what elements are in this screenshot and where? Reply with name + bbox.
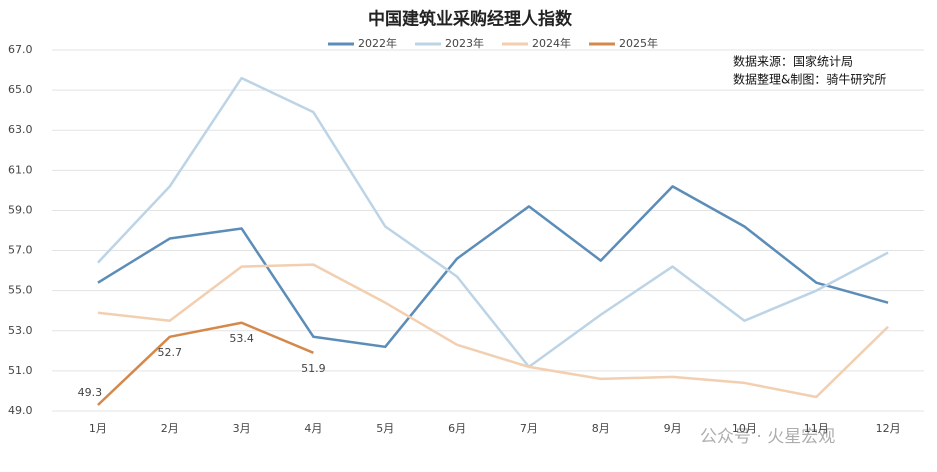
x-tick-label: 7月 — [520, 422, 538, 435]
legend-label: 2024年 — [532, 36, 571, 50]
y-tick-label: 55.0 — [8, 284, 33, 297]
x-tick-label: 10月 — [732, 422, 757, 435]
y-tick-label: 59.0 — [8, 203, 33, 216]
x-tick-label: 8月 — [592, 422, 610, 435]
y-tick-label: 49.0 — [8, 404, 33, 417]
x-tick-label: 3月 — [233, 422, 251, 435]
data-label: 49.3 — [78, 386, 103, 399]
series-line — [97, 321, 314, 406]
series-line — [97, 263, 889, 399]
chart-title: 中国建筑业采购经理人指数 — [368, 9, 573, 30]
annotation: 数据来源：国家统计局 — [733, 54, 853, 69]
data-label: 52.7 — [158, 346, 183, 359]
x-tick-label: 2月 — [161, 422, 179, 435]
y-tick-label: 67.0 — [8, 43, 33, 56]
series-line — [97, 76, 889, 369]
y-tick-label: 53.0 — [8, 324, 33, 337]
x-tick-label: 5月 — [376, 422, 394, 435]
watermark: 公众号 · 火星宏观 — [700, 427, 835, 447]
legend-label: 2025年 — [619, 36, 658, 50]
legend-label: 2022年 — [358, 36, 397, 50]
x-tick-label: 6月 — [448, 422, 466, 435]
y-tick-label: 63.0 — [8, 123, 33, 136]
data-label: 51.9 — [301, 362, 326, 375]
y-tick-label: 61.0 — [8, 163, 33, 176]
x-tick-label: 11月 — [804, 422, 829, 435]
x-tick-label: 1月 — [89, 422, 107, 435]
annotation: 数据整理&制图：骑牛研究所 — [733, 72, 886, 87]
series-line — [97, 185, 889, 349]
data-label: 53.4 — [229, 332, 254, 345]
x-tick-label: 4月 — [304, 422, 322, 435]
y-tick-label: 51.0 — [8, 364, 33, 377]
legend-label: 2023年 — [445, 36, 484, 50]
y-tick-label: 65.0 — [8, 83, 33, 96]
y-tick-label: 57.0 — [8, 244, 33, 257]
x-tick-label: 12月 — [876, 422, 901, 435]
x-tick-label: 9月 — [664, 422, 682, 435]
